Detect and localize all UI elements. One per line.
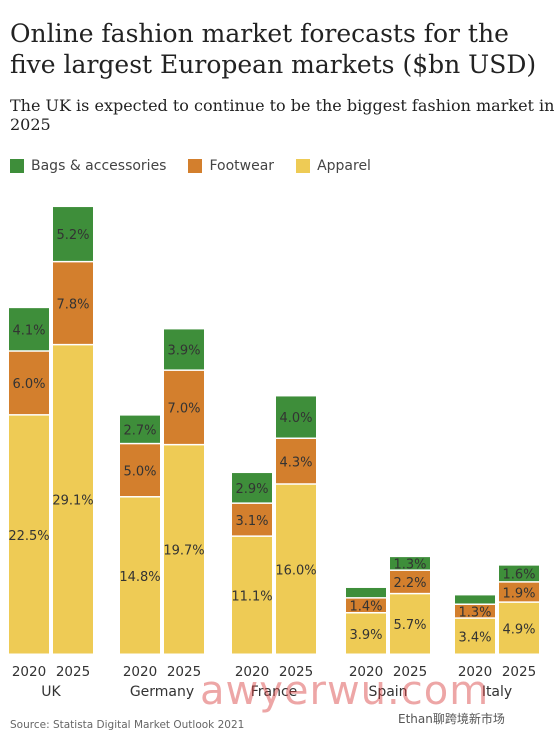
bar-segment-germany-2025-bags [164,329,204,370]
group-label-france: France [251,684,298,700]
bar-segment-france-2025-footwear [276,439,316,484]
legend-label-bags: Bags & accessories [31,158,167,174]
tick-label-germany-2020: 2020 [123,664,157,680]
tick-label-france-2025: 2025 [279,664,313,680]
tick-label-uk-2020: 2020 [12,664,46,680]
data-label-germany-2025-bags: 3.9% [167,344,200,359]
legend-item-bags: Bags & accessories [10,158,166,174]
bar-segment-uk-2025-apparel [53,345,93,654]
data-label-uk-2025-apparel: 29.1% [52,494,93,509]
data-label-germany-2020-bags: 2.7% [123,423,156,438]
data-label-france-2020-footwear: 3.1% [235,514,268,529]
chart-subtitle: The UK is expected to continue to be the… [10,96,555,134]
data-label-spain-2025-footwear: 2.2% [393,576,426,591]
group-label-spain: Spain [368,684,407,700]
bar-segment-italy-2025-footwear [499,582,539,602]
bar-segment-uk-2020-bags [9,308,49,351]
bar-segment-spain-2025-apparel [390,594,430,654]
bar-segment-germany-2020-footwear [120,444,160,497]
group-label-uk: UK [41,684,61,700]
data-label-spain-2020-footwear: 1.4% [349,600,382,615]
stacked-bar-chart: 22.5% 6.0% 4.1% 2020 29.1% 7.8% 5.2% 2025 UK 14.8… [8,207,539,700]
bar-segment-italy-2025-apparel [499,602,539,654]
data-label-spain-2020-apparel: 3.9% [349,628,382,643]
bar-segment-france-2020-apparel [232,536,272,654]
legend-swatch-apparel [296,159,311,173]
tick-label-italy-2020: 2020 [458,664,492,680]
tick-label-uk-2025: 2025 [56,664,90,680]
data-label-spain-2025-apparel: 5.7% [393,618,426,633]
tick-label-spain-2020: 2020 [349,664,383,680]
group-label-germany: Germany [130,684,194,700]
bar-segment-germany-2020-bags [120,415,160,443]
data-label-france-2025-bags: 4.0% [279,411,312,426]
legend-swatch-bags [10,159,24,173]
legend: Bags & accessories Footwear Apparel [10,158,393,174]
group-label-italy: Italy [482,684,512,700]
legend-item-apparel: Apparel [296,158,371,174]
data-label-uk-2025-footwear: 7.8% [56,297,89,312]
tick-label-germany-2025: 2025 [167,664,201,680]
bar-segment-france-2025-bags [276,396,316,438]
bar-segment-germany-2025-apparel [164,445,204,654]
data-label-uk-2020-footwear: 6.0% [12,377,45,392]
data-label-france-2020-bags: 2.9% [235,482,268,497]
bar-segment-uk-2020-apparel [9,415,49,654]
data-label-germany-2025-footwear: 7.0% [167,402,200,417]
data-label-italy-2020-apparel: 3.4% [458,630,491,645]
data-label-italy-2020-footwear: 1.3% [458,605,491,620]
bar-segment-italy-2025-bags [499,565,539,582]
legend-swatch-footwear [188,159,203,173]
bar-segment-spain-2020-footwear [346,598,386,613]
bar-segment-italy-2020-apparel [455,618,495,654]
legend-item-footwear: Footwear [188,158,274,174]
data-label-france-2025-apparel: 16.0% [275,563,316,578]
data-label-france-2025-footwear: 4.3% [279,455,312,470]
bar-segment-germany-2020-apparel [120,497,160,654]
legend-label-footwear: Footwear [209,158,275,174]
data-label-spain-2025-bags: 1.3% [393,558,426,573]
bar-segment-spain-2025-bags [390,557,430,570]
bar-segment-uk-2020-footwear [9,351,49,415]
data-label-italy-2025-footwear: 1.9% [502,586,535,601]
bar-segment-france-2020-footwear [232,503,272,536]
bar-segment-italy-2020-bags [455,595,495,604]
data-label-germany-2025-apparel: 19.7% [163,544,204,559]
chart-title: Online fashion market forecasts for the … [10,19,537,79]
bar-segment-france-2025-apparel [276,484,316,654]
bar-segment-spain-2025-footwear [390,570,430,593]
bar-segment-spain-2020-bags [346,587,386,598]
bar-segment-uk-2025-footwear [53,262,93,344]
watermark: awyerwu.com [200,668,490,714]
data-label-italy-2025-bags: 1.6% [502,568,535,583]
data-label-germany-2020-apparel: 14.8% [119,570,160,585]
data-label-germany-2020-footwear: 5.0% [123,464,156,479]
data-label-uk-2020-bags: 4.1% [12,323,45,338]
data-label-uk-2020-apparel: 22.5% [8,529,49,544]
tick-label-italy-2025: 2025 [502,664,536,680]
watermark-caption: Ethan聊跨境新市场 [398,710,505,727]
data-label-uk-2025-bags: 5.2% [56,228,89,243]
data-label-france-2020-apparel: 11.1% [231,589,272,604]
source-note: Source: Statista Digital Market Outlook … [10,719,245,731]
legend-label-apparel: Apparel [317,158,371,174]
tick-label-spain-2025: 2025 [393,664,427,680]
bar-segment-italy-2020-footwear [455,604,495,618]
bar-segment-uk-2025-bags [53,207,93,261]
bar-segment-france-2020-bags [232,473,272,503]
tick-label-france-2020: 2020 [235,664,269,680]
bar-segment-germany-2025-footwear [164,370,204,444]
data-label-italy-2025-apparel: 4.9% [502,622,535,637]
bar-segment-spain-2020-apparel [346,613,386,654]
